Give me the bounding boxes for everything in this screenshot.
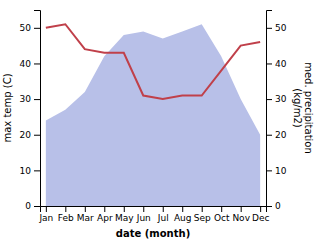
tick-label: 40 (275, 59, 287, 69)
tick-label: 50 (20, 23, 32, 33)
tick-label: 30 (275, 94, 287, 104)
tick-mark (34, 135, 40, 136)
tick: Feb (58, 206, 74, 223)
tick: Jul (157, 206, 169, 223)
tick-label: 50 (275, 23, 287, 33)
tick-mark (266, 170, 272, 171)
y2-axis-title-line: med. precipitation (303, 62, 314, 154)
tick-label: 0 (275, 201, 281, 211)
tick: 40 (20, 59, 40, 69)
y2-axis-title-line: (kg/m2) (292, 88, 303, 128)
tick-mark (266, 206, 272, 207)
area (46, 24, 260, 206)
tick-mark (266, 135, 272, 136)
marks (46, 24, 260, 206)
tick-mark (260, 206, 261, 212)
tick-label: 40 (20, 59, 32, 69)
tick-mark (266, 28, 272, 29)
chart: Jan FebMarAprMayJun Jul AugSepOctNovDec 0 10 2… (0, 0, 318, 242)
tick: Jun (136, 206, 151, 223)
tick-mark (202, 206, 203, 212)
tick-label: Sep (194, 213, 211, 223)
axis-line (267, 11, 273, 207)
tick: 50 (20, 23, 40, 33)
tick-mark (266, 63, 272, 64)
tick-mark (46, 206, 47, 212)
tick: Nov (232, 206, 250, 223)
tick: 20 (266, 130, 287, 140)
y2-axis: 0 10 20 30 40 50 (266, 11, 287, 212)
x-axis-title: date (month) (116, 228, 190, 239)
tick: 0 (266, 201, 281, 211)
tick-mark (221, 206, 222, 212)
x-axis: Jan FebMarAprMayJun Jul AugSepOctNovDec (38, 206, 269, 223)
tick-mark (34, 28, 40, 29)
tick: 30 (20, 94, 40, 104)
tick-label: Jun (136, 213, 151, 223)
tick-mark (182, 206, 183, 212)
tick: 10 (266, 166, 287, 176)
tick-label: 10 (20, 166, 32, 176)
tick-mark (85, 206, 86, 212)
tick-mark (34, 63, 40, 64)
tick: Mar (77, 206, 94, 223)
tick-mark (34, 170, 40, 171)
tick: 40 (266, 59, 287, 69)
tick-mark (34, 99, 40, 100)
line (46, 24, 260, 99)
tick: Jan (38, 206, 53, 223)
tick-mark (124, 206, 125, 212)
axis-line (34, 11, 41, 207)
tick-mark (104, 206, 105, 212)
axis-line (41, 207, 267, 213)
tick: Apr (97, 206, 113, 223)
y-axis: 0 10 20 30 40 50 (20, 11, 41, 212)
tick-mark (143, 206, 144, 212)
tick-label: Mar (77, 213, 94, 223)
tick-mark (34, 206, 40, 207)
tick-label: 20 (20, 130, 32, 140)
y2-axis-title: med. precipitation(kg/m2) (292, 62, 315, 154)
tick-label: Jan (38, 213, 53, 223)
tick-label: 10 (275, 166, 287, 176)
tick-label: 20 (275, 130, 287, 140)
tick: 0 (25, 201, 40, 211)
tick-label: 30 (20, 94, 32, 104)
tick: Dec (252, 206, 269, 223)
tick: 10 (20, 166, 40, 176)
tick-label: Apr (97, 213, 113, 223)
tick-label: Feb (58, 213, 74, 223)
tick-label: Aug (174, 213, 192, 223)
tick-label: Jul (157, 213, 169, 223)
y-axis-title: max temp (C) (2, 73, 13, 142)
plot: Jan FebMarAprMayJun Jul AugSepOctNovDec 0 10 2… (20, 11, 287, 224)
tick: 30 (266, 94, 287, 104)
tick-mark (163, 206, 164, 212)
tick-mark (266, 99, 272, 100)
tick-mark (241, 206, 242, 212)
tick-label: 0 (25, 201, 31, 211)
tick: May (115, 206, 134, 223)
tick-label: Oct (214, 213, 230, 223)
tick: Sep (194, 206, 211, 223)
tick-label: Nov (232, 213, 250, 223)
tick: Oct (214, 206, 230, 223)
tick: 20 (20, 130, 40, 140)
tick: Aug (174, 206, 192, 223)
tick-mark (65, 206, 66, 212)
tick-label: Dec (252, 213, 269, 223)
tick: 50 (266, 23, 287, 33)
tick-label: May (115, 213, 134, 223)
